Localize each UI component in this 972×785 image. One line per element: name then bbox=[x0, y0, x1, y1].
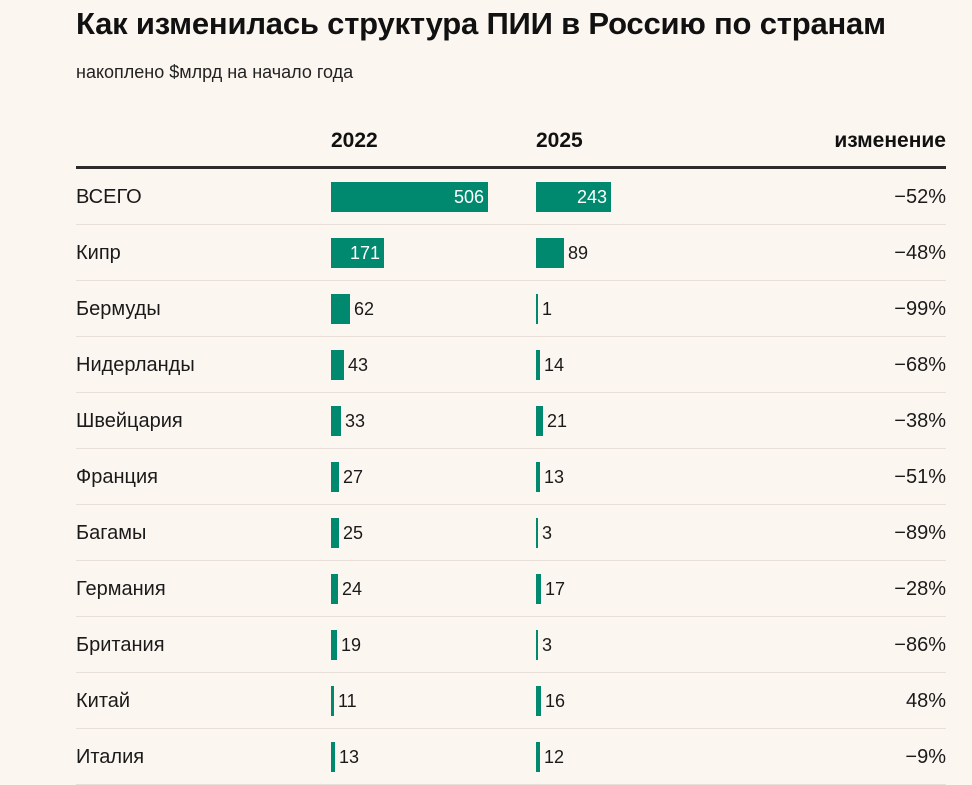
country-label: Бермуды bbox=[76, 298, 161, 320]
bar-2022 bbox=[331, 574, 338, 604]
bar-2025 bbox=[536, 630, 538, 660]
row-divider bbox=[76, 448, 946, 449]
row-divider bbox=[76, 728, 946, 729]
change-value: 48% bbox=[905, 690, 946, 712]
country-label: Нидерланды bbox=[76, 354, 195, 376]
change-value: −28% bbox=[894, 578, 946, 600]
bar-2022 bbox=[331, 686, 334, 716]
bar-value-label: 3 bbox=[542, 635, 553, 655]
bar-2025 bbox=[536, 686, 541, 716]
header-divider bbox=[76, 166, 946, 169]
bar-2022 bbox=[331, 238, 384, 268]
bar-value-label: 171 bbox=[349, 243, 380, 263]
chart-subtitle: накоплено $млрд на начало года bbox=[76, 62, 354, 82]
row-divider bbox=[76, 504, 946, 505]
country-label: Китай bbox=[76, 690, 131, 712]
bar-value-label: 19 bbox=[341, 635, 362, 655]
country-label: Багамы bbox=[76, 522, 147, 544]
row-divider bbox=[76, 616, 946, 617]
bar-2025 bbox=[536, 518, 538, 548]
change-value: −9% bbox=[905, 746, 946, 768]
bar-value-label: 33 bbox=[345, 411, 366, 431]
bar-2022 bbox=[331, 406, 341, 436]
chart-rows: ВСЕГО 506 243 −52% Кипр 171 89 −48% Бермуды 62 1 −9… bbox=[0, 169, 972, 785]
bar-value-label: 1 bbox=[542, 299, 553, 319]
change-value: −38% bbox=[894, 410, 946, 432]
bar-value-label: 506 bbox=[453, 187, 484, 207]
table-row: Бермуды 62 1 −99% bbox=[0, 281, 972, 337]
table-row: Багамы 25 3 −89% bbox=[0, 505, 972, 561]
bar-value-label: 13 bbox=[339, 747, 360, 767]
row-divider bbox=[76, 280, 946, 281]
change-value: −51% bbox=[894, 466, 946, 488]
country-label: Британия bbox=[76, 634, 165, 656]
table-row: Кипр 171 89 −48% bbox=[0, 225, 972, 281]
row-divider bbox=[76, 224, 946, 225]
country-label: Италия bbox=[76, 746, 145, 768]
bar-value-label: 21 bbox=[547, 411, 568, 431]
country-label: Швейцария bbox=[76, 410, 183, 432]
table-row: Германия 24 17 −28% bbox=[0, 561, 972, 617]
change-value: −48% bbox=[894, 242, 946, 264]
bar-2025 bbox=[536, 406, 543, 436]
change-value: −52% bbox=[894, 186, 946, 208]
bar-2022 bbox=[331, 462, 339, 492]
bar-value-label: 3 bbox=[542, 523, 553, 543]
bar-value-label: 16 bbox=[545, 691, 566, 711]
row-divider bbox=[76, 336, 946, 337]
bar-2025 bbox=[536, 462, 540, 492]
change-value: −86% bbox=[894, 634, 946, 656]
column-header-change: изменение bbox=[834, 129, 946, 152]
table-row: Нидерланды 43 14 −68% bbox=[0, 337, 972, 393]
row-divider bbox=[76, 392, 946, 393]
table-row: Италия 13 12 −9% bbox=[0, 729, 972, 785]
bar-value-label: 13 bbox=[544, 467, 565, 487]
column-header-2022: 2022 bbox=[331, 129, 378, 152]
bar-2025 bbox=[536, 182, 611, 212]
country-label: Франция bbox=[76, 466, 158, 488]
bar-2022 bbox=[331, 742, 335, 772]
bar-value-label: 17 bbox=[545, 579, 566, 599]
row-divider bbox=[76, 560, 946, 561]
bar-value-label: 11 bbox=[338, 691, 357, 711]
bar-value-label: 24 bbox=[342, 579, 363, 599]
bar-2022 bbox=[331, 294, 350, 324]
bar-2025 bbox=[536, 294, 538, 324]
bar-2022 bbox=[331, 630, 337, 660]
bar-2025 bbox=[536, 742, 540, 772]
bar-2025 bbox=[536, 350, 540, 380]
change-value: −99% bbox=[894, 298, 946, 320]
bar-value-label: 12 bbox=[544, 747, 565, 767]
bar-value-label: 25 bbox=[343, 523, 364, 543]
country-label: ВСЕГО bbox=[76, 186, 142, 208]
bar-2022 bbox=[331, 518, 339, 548]
table-row: Китай 11 16 48% bbox=[0, 673, 972, 729]
bar-value-label: 27 bbox=[343, 467, 364, 487]
table-row: Швейцария 33 21 −38% bbox=[0, 393, 972, 449]
bar-value-label: 62 bbox=[354, 299, 375, 319]
bar-value-label: 14 bbox=[544, 355, 565, 375]
column-header-2025: 2025 bbox=[536, 129, 583, 152]
bar-value-label: 89 bbox=[568, 243, 589, 263]
bar-value-label: 243 bbox=[576, 187, 607, 207]
chart-title: Как изменилась структура ПИИ в Россию по… bbox=[76, 6, 886, 41]
country-label: Германия bbox=[76, 578, 166, 600]
country-label: Кипр bbox=[76, 242, 121, 264]
table-row: Британия 19 3 −86% bbox=[0, 617, 972, 673]
bar-2022 bbox=[331, 182, 488, 212]
bar-value-label: 43 bbox=[348, 355, 369, 375]
row-divider bbox=[76, 672, 946, 673]
bar-2025 bbox=[536, 574, 541, 604]
change-value: −68% bbox=[894, 354, 946, 376]
table-row: Франция 27 13 −51% bbox=[0, 449, 972, 505]
table-row: ВСЕГО 506 243 −52% bbox=[0, 169, 972, 225]
bar-2025 bbox=[536, 238, 564, 268]
bar-2022 bbox=[331, 350, 344, 380]
change-value: −89% bbox=[894, 522, 946, 544]
